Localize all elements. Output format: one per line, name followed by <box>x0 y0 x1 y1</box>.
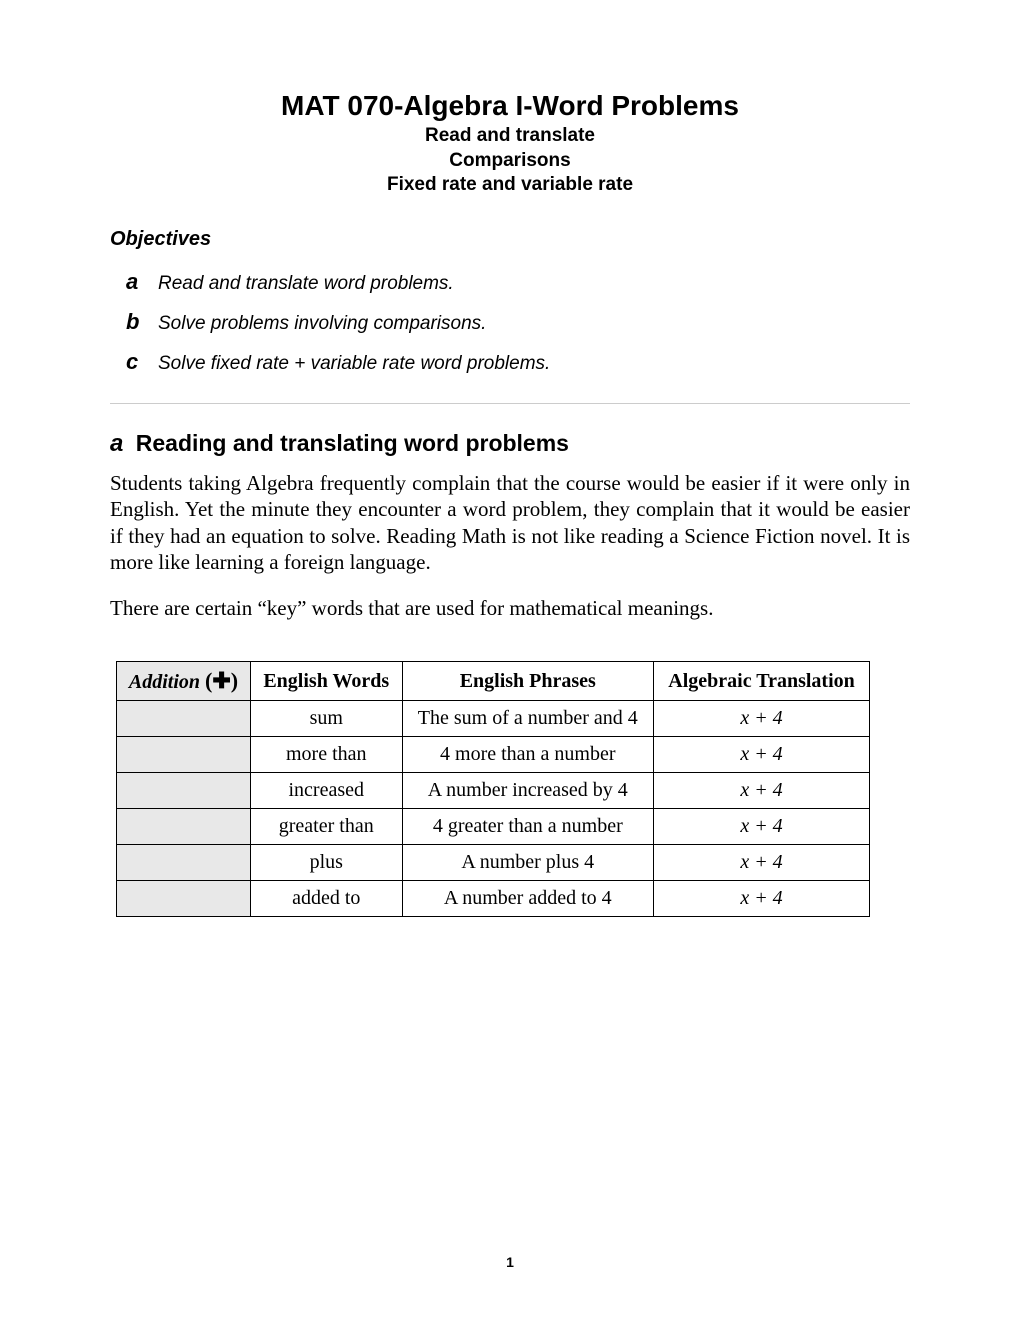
table-cell-shaded <box>117 809 251 845</box>
table-cell-translation: x + 4 <box>654 773 870 809</box>
table-cell-word: greater than <box>250 809 402 845</box>
objective-letter: b <box>126 309 144 335</box>
objective-item: b Solve problems involving comparisons. <box>126 309 910 335</box>
table-cell-shaded <box>117 701 251 737</box>
subtitle-line-2: Comparisons <box>110 149 910 174</box>
table-cell-phrase: A number plus 4 <box>402 845 653 881</box>
section-divider <box>110 403 910 404</box>
table-cell-word: added to <box>250 881 402 917</box>
addition-table: Addition (✚) English Words English Phras… <box>116 661 870 917</box>
table-cell-phrase: A number increased by 4 <box>402 773 653 809</box>
table-cell-translation: x + 4 <box>654 845 870 881</box>
table-cell-word: increased <box>250 773 402 809</box>
section-letter: a <box>110 430 123 457</box>
table-cell-shaded <box>117 773 251 809</box>
table-row: added to A number added to 4 x + 4 <box>117 881 870 917</box>
objective-item: a Read and translate word problems. <box>126 269 910 295</box>
table-cell-shaded <box>117 737 251 773</box>
table-header-words: English Words <box>250 662 402 701</box>
plus-icon: (✚) <box>205 668 238 693</box>
objective-text: Read and translate word problems. <box>158 273 454 295</box>
objective-item: c Solve fixed rate + variable rate word … <box>126 349 910 375</box>
table-row: sum The sum of a number and 4 x + 4 <box>117 701 870 737</box>
table-cell-translation: x + 4 <box>654 881 870 917</box>
table-cell-phrase: 4 greater than a number <box>402 809 653 845</box>
table-cell-translation: x + 4 <box>654 809 870 845</box>
subtitle-line-1: Read and translate <box>110 124 910 149</box>
objectives-heading: Objectives <box>110 228 910 251</box>
main-title: MAT 070-Algebra I-Word Problems <box>110 90 910 122</box>
table-cell-translation: x + 4 <box>654 737 870 773</box>
table-cell-word: plus <box>250 845 402 881</box>
table-cell-translation: x + 4 <box>654 701 870 737</box>
table-cell-word: sum <box>250 701 402 737</box>
table-row: more than 4 more than a number x + 4 <box>117 737 870 773</box>
objective-text: Solve problems involving comparisons. <box>158 313 486 335</box>
table-row: plus A number plus 4 x + 4 <box>117 845 870 881</box>
body-paragraph-2: There are certain “key” words that are u… <box>110 595 910 621</box>
objectives-list: a Read and translate word problems. b So… <box>110 269 910 375</box>
body-paragraph-1: Students taking Algebra frequently compl… <box>110 470 910 575</box>
addition-table-container: Addition (✚) English Words English Phras… <box>110 661 910 917</box>
table-header-phrases: English Phrases <box>402 662 653 701</box>
objective-letter: c <box>126 349 144 375</box>
section-heading: a Reading and translating word problems <box>110 430 910 458</box>
table-header-row: Addition (✚) English Words English Phras… <box>117 662 870 701</box>
table-cell-shaded <box>117 881 251 917</box>
table-cell-word: more than <box>250 737 402 773</box>
table-header-addition: Addition (✚) <box>117 662 251 701</box>
table-cell-phrase: 4 more than a number <box>402 737 653 773</box>
table-cell-phrase: A number added to 4 <box>402 881 653 917</box>
subtitle-line-3: Fixed rate and variable rate <box>110 173 910 198</box>
table-row: increased A number increased by 4 x + 4 <box>117 773 870 809</box>
page-number: 1 <box>506 1254 514 1270</box>
objective-text: Solve fixed rate + variable rate word pr… <box>158 353 550 375</box>
table-header-translation: Algebraic Translation <box>654 662 870 701</box>
addition-label: Addition <box>129 671 200 693</box>
objective-letter: a <box>126 269 144 295</box>
table-cell-shaded <box>117 845 251 881</box>
section-title: Reading and translating word problems <box>136 430 569 456</box>
title-block: MAT 070-Algebra I-Word Problems Read and… <box>110 90 910 198</box>
table-row: greater than 4 greater than a number x +… <box>117 809 870 845</box>
table-cell-phrase: The sum of a number and 4 <box>402 701 653 737</box>
